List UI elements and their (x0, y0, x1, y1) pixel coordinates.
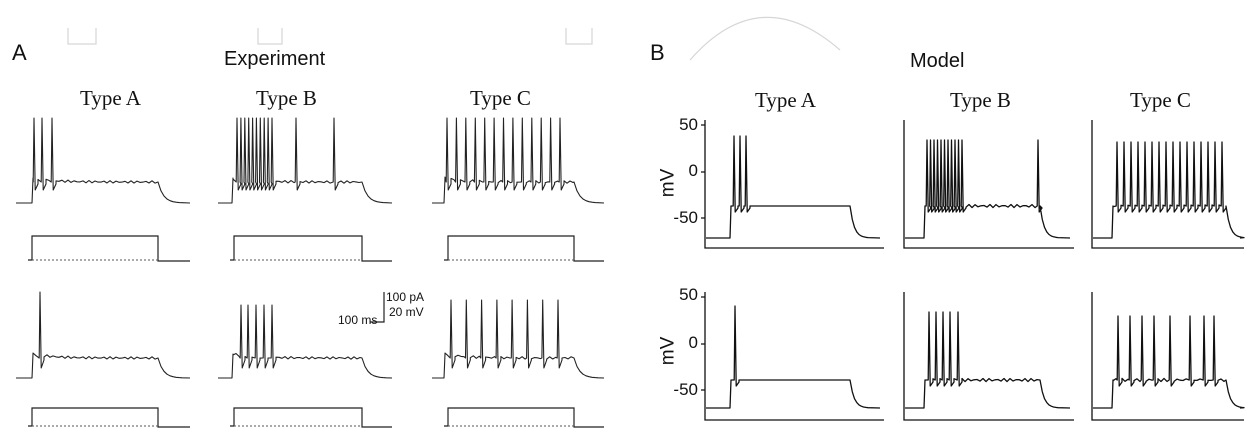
experiment-trace-row2-type-a (16, 291, 191, 379)
scale-bar-time-label: 100 ms (338, 313, 378, 327)
y-tick-minus50-bottom: -50 (673, 380, 698, 399)
model-y-ticks-row2 (701, 296, 705, 391)
scale-bar-current-label: 100 pA (386, 290, 425, 304)
scale-bar-voltage-label: 20 mV (389, 305, 424, 319)
experiment-trace-row1-type-a (16, 117, 191, 204)
panel-a-type-b-heading: Type B (256, 86, 317, 110)
panel-b-title: Model (910, 50, 965, 72)
model-axis-row2-type-c (1091, 292, 1244, 421)
model-trace-row2-type-b (905, 311, 1071, 409)
scale-bar-lines (370, 292, 385, 323)
panel-b-type-a-heading: Type A (755, 88, 816, 112)
y-tick-0-bottom: 0 (688, 333, 698, 352)
model-trace-row2-type-c (1093, 315, 1245, 409)
model-y-ticks-row1 (701, 124, 705, 219)
model-trace-row2-type-a (706, 305, 881, 409)
watermark-bracket-right (565, 28, 593, 45)
y-tick-minus50-top: -50 (673, 208, 698, 227)
experiment-trace-row1-type-b (218, 117, 393, 204)
watermark-bracket-center (257, 28, 283, 45)
panel-a-title: Experiment (224, 48, 326, 70)
model-axis-row2-type-b (903, 292, 1074, 421)
panel-a-type-a-heading: Type A (80, 86, 141, 110)
model-axis-row1-type-c (1091, 120, 1244, 249)
panel-b-type-b-heading: Type B (950, 88, 1011, 112)
experiment-trace-row1-type-c (432, 117, 605, 204)
y-tick-0-top: 0 (688, 161, 698, 180)
current-step-row1-type-a (28, 235, 190, 262)
model-axes (701, 120, 1244, 421)
watermark-shapes (67, 16, 841, 61)
current-step-row2-type-a (28, 407, 190, 428)
current-step-row2-type-b (230, 407, 392, 428)
model-axis-row1-type-b (903, 120, 1074, 249)
y-tick-50-bottom: 50 (679, 285, 698, 304)
experiment-trace-row2-type-c (432, 299, 605, 379)
current-step-row1-type-c (444, 235, 604, 262)
current-step-row2-type-c (444, 407, 604, 428)
model-trace-row1-type-c (1093, 141, 1245, 239)
model-axis-row1-type-a (704, 120, 884, 249)
model-traces (706, 135, 1245, 409)
experiment-trace-row2-type-b (218, 304, 393, 379)
watermark-bracket-left (67, 28, 97, 45)
scale-bar (370, 292, 385, 323)
model-trace-row1-type-a (706, 135, 881, 239)
panel-a-type-c-heading: Type C (470, 86, 531, 110)
current-step-row1-type-b (230, 235, 392, 262)
y-tick-50-top: 50 (679, 115, 698, 134)
panel-a-letter: A (12, 40, 27, 65)
experiment-traces (16, 117, 605, 428)
panel-b-type-c-heading: Type C (1130, 88, 1191, 112)
model-trace-row1-type-b (905, 139, 1071, 239)
watermark-arc (689, 16, 841, 61)
model-axis-row2-type-a (704, 292, 884, 421)
panel-b-letter: B (650, 40, 665, 65)
